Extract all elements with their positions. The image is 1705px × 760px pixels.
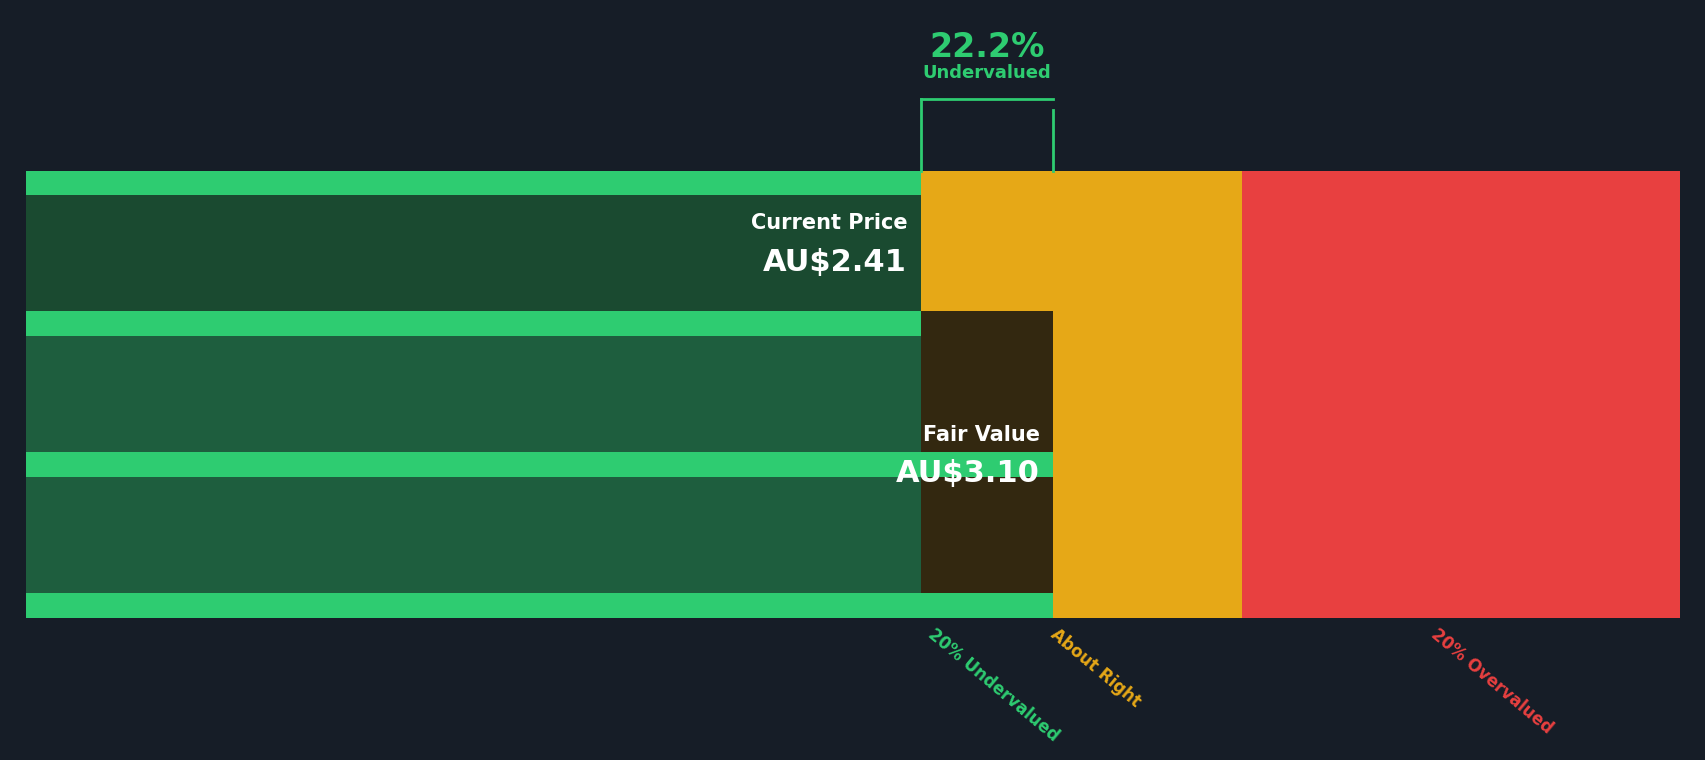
Text: Current Price: Current Price — [750, 214, 907, 233]
Bar — [921, 312, 1052, 594]
Bar — [26, 452, 1052, 477]
Text: 20% Undervalued: 20% Undervalued — [924, 625, 1062, 745]
Text: Fair Value: Fair Value — [922, 425, 1038, 445]
Bar — [26, 195, 921, 312]
Text: Undervalued: Undervalued — [922, 64, 1050, 82]
Text: AU$2.41: AU$2.41 — [762, 248, 907, 277]
Text: AU$3.10: AU$3.10 — [895, 459, 1038, 489]
Bar — [26, 336, 921, 452]
Bar — [26, 594, 1052, 618]
Bar — [26, 170, 921, 195]
Text: 22.2%: 22.2% — [929, 31, 1043, 64]
Bar — [26, 477, 921, 594]
Bar — [26, 170, 921, 618]
Text: About Right: About Right — [1047, 625, 1144, 711]
Bar — [921, 170, 1241, 618]
Bar — [1241, 170, 1679, 618]
Text: 20% Overvalued: 20% Overvalued — [1425, 625, 1555, 737]
Bar — [26, 170, 921, 312]
